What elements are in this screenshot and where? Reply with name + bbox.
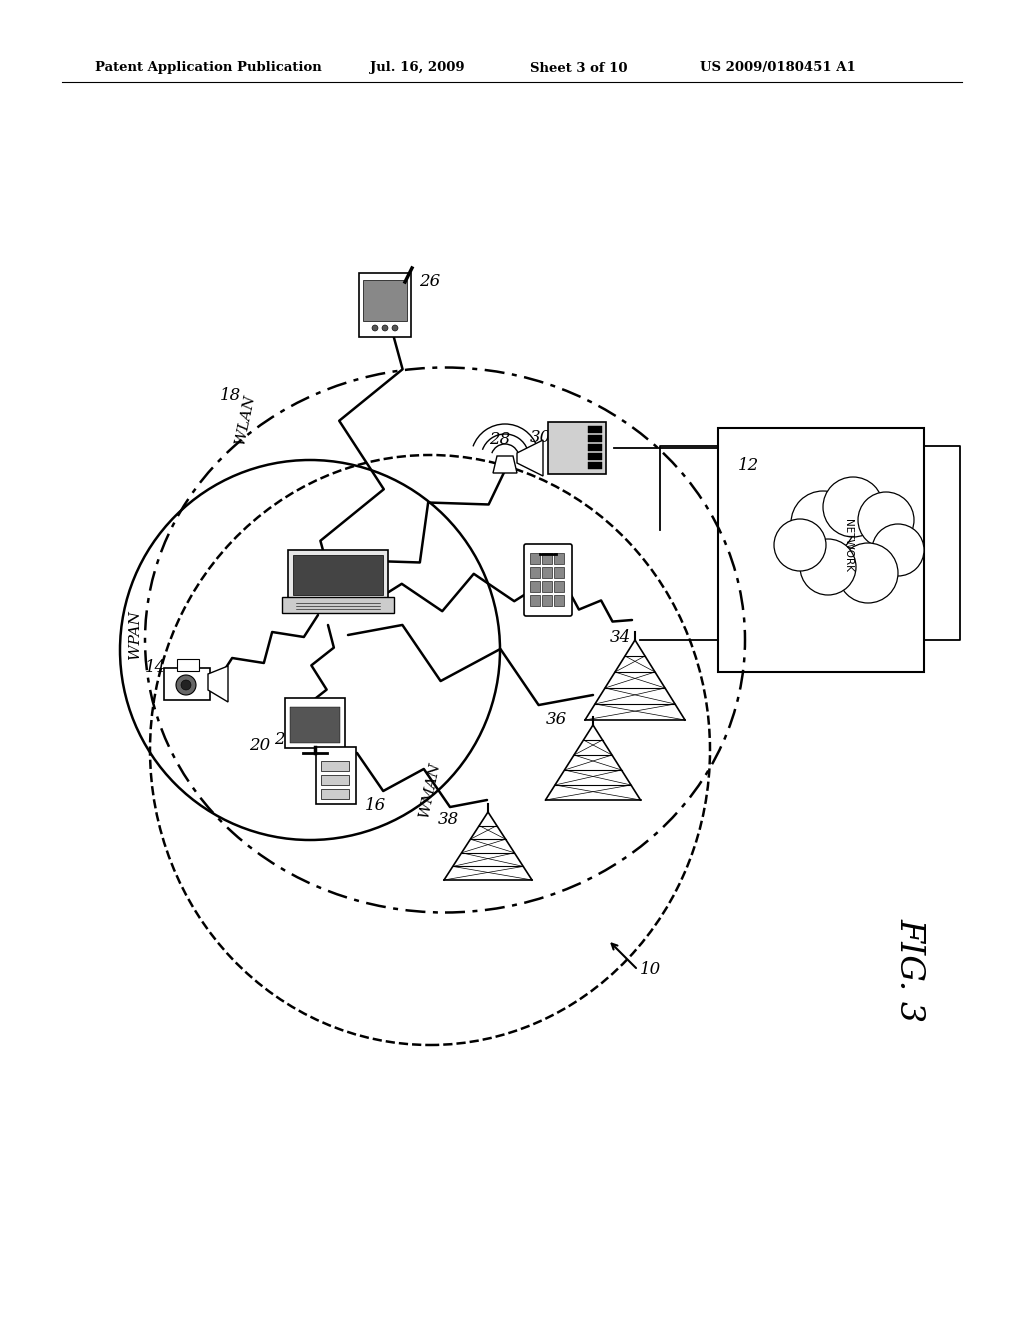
Text: 16: 16 <box>365 796 386 813</box>
FancyBboxPatch shape <box>321 762 349 771</box>
FancyBboxPatch shape <box>293 554 383 595</box>
Text: 30: 30 <box>529 429 551 446</box>
FancyBboxPatch shape <box>588 436 602 442</box>
FancyBboxPatch shape <box>359 273 411 337</box>
FancyBboxPatch shape <box>285 698 345 748</box>
Text: 36: 36 <box>546 711 566 729</box>
Text: 20: 20 <box>288 561 308 578</box>
FancyBboxPatch shape <box>362 280 407 321</box>
FancyBboxPatch shape <box>321 775 349 785</box>
FancyBboxPatch shape <box>554 581 564 591</box>
Text: 10: 10 <box>639 961 660 978</box>
Text: 14: 14 <box>144 660 166 676</box>
Text: Patent Application Publication: Patent Application Publication <box>95 62 322 74</box>
Circle shape <box>791 491 855 554</box>
FancyBboxPatch shape <box>530 581 540 591</box>
Text: 20: 20 <box>250 737 270 754</box>
FancyBboxPatch shape <box>321 789 349 799</box>
FancyBboxPatch shape <box>588 462 602 469</box>
Circle shape <box>181 680 191 690</box>
FancyBboxPatch shape <box>530 568 540 578</box>
FancyBboxPatch shape <box>177 659 199 671</box>
Circle shape <box>176 675 196 696</box>
Text: 28: 28 <box>489 432 511 449</box>
Circle shape <box>392 325 398 331</box>
Text: NETWORK: NETWORK <box>843 519 853 572</box>
Text: 26: 26 <box>420 273 440 290</box>
FancyBboxPatch shape <box>530 553 540 564</box>
FancyBboxPatch shape <box>542 595 552 606</box>
FancyBboxPatch shape <box>554 595 564 606</box>
FancyBboxPatch shape <box>542 553 552 564</box>
Text: 34: 34 <box>609 630 631 647</box>
Text: WPAN: WPAN <box>128 611 142 660</box>
Circle shape <box>372 325 378 331</box>
Text: 12: 12 <box>737 457 759 474</box>
FancyBboxPatch shape <box>530 595 540 606</box>
FancyBboxPatch shape <box>316 747 356 804</box>
Polygon shape <box>517 440 543 477</box>
Circle shape <box>858 492 914 548</box>
Text: WLAN: WLAN <box>232 395 257 446</box>
FancyBboxPatch shape <box>554 568 564 578</box>
FancyBboxPatch shape <box>542 581 552 591</box>
Polygon shape <box>208 667 228 702</box>
FancyBboxPatch shape <box>588 453 602 459</box>
FancyBboxPatch shape <box>282 597 394 612</box>
Circle shape <box>872 524 924 576</box>
FancyBboxPatch shape <box>290 708 340 743</box>
Circle shape <box>800 539 856 595</box>
Text: 38: 38 <box>437 812 459 829</box>
Circle shape <box>774 519 826 572</box>
FancyBboxPatch shape <box>542 568 552 578</box>
Text: Jul. 16, 2009: Jul. 16, 2009 <box>370 62 465 74</box>
Text: WMAN: WMAN <box>418 762 442 818</box>
FancyBboxPatch shape <box>588 426 602 433</box>
Text: 18: 18 <box>219 387 241 404</box>
Polygon shape <box>493 455 517 473</box>
Text: FIG. 3: FIG. 3 <box>893 919 926 1022</box>
Circle shape <box>838 543 898 603</box>
Text: Sheet 3 of 10: Sheet 3 of 10 <box>530 62 628 74</box>
FancyBboxPatch shape <box>288 549 388 601</box>
Text: 24: 24 <box>274 731 296 748</box>
Text: 32: 32 <box>549 561 570 578</box>
FancyBboxPatch shape <box>164 668 210 700</box>
FancyBboxPatch shape <box>524 544 572 616</box>
Circle shape <box>382 325 388 331</box>
FancyBboxPatch shape <box>554 553 564 564</box>
Circle shape <box>823 477 883 537</box>
FancyBboxPatch shape <box>588 444 602 451</box>
Text: US 2009/0180451 A1: US 2009/0180451 A1 <box>700 62 856 74</box>
FancyBboxPatch shape <box>548 422 606 474</box>
